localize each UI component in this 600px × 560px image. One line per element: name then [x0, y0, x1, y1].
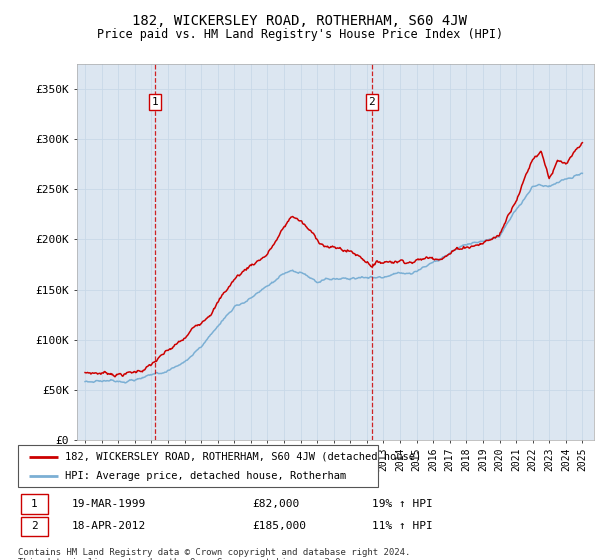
- Text: 19% ↑ HPI: 19% ↑ HPI: [372, 499, 433, 509]
- Text: 1: 1: [152, 97, 158, 107]
- Text: Contains HM Land Registry data © Crown copyright and database right 2024.
This d: Contains HM Land Registry data © Crown c…: [18, 548, 410, 560]
- Text: 18-APR-2012: 18-APR-2012: [72, 521, 146, 531]
- Text: 1: 1: [31, 499, 38, 509]
- Text: 2: 2: [368, 97, 375, 107]
- Text: Price paid vs. HM Land Registry's House Price Index (HPI): Price paid vs. HM Land Registry's House …: [97, 28, 503, 41]
- Text: 182, WICKERSLEY ROAD, ROTHERHAM, S60 4JW (detached house): 182, WICKERSLEY ROAD, ROTHERHAM, S60 4JW…: [65, 451, 421, 461]
- Text: 19-MAR-1999: 19-MAR-1999: [72, 499, 146, 509]
- Text: HPI: Average price, detached house, Rotherham: HPI: Average price, detached house, Roth…: [65, 471, 346, 481]
- Text: £185,000: £185,000: [252, 521, 306, 531]
- Text: £82,000: £82,000: [252, 499, 299, 509]
- Text: 11% ↑ HPI: 11% ↑ HPI: [372, 521, 433, 531]
- Text: 2: 2: [31, 521, 38, 531]
- FancyBboxPatch shape: [22, 516, 48, 536]
- FancyBboxPatch shape: [18, 445, 378, 487]
- FancyBboxPatch shape: [22, 494, 48, 514]
- Text: 182, WICKERSLEY ROAD, ROTHERHAM, S60 4JW: 182, WICKERSLEY ROAD, ROTHERHAM, S60 4JW: [133, 14, 467, 28]
